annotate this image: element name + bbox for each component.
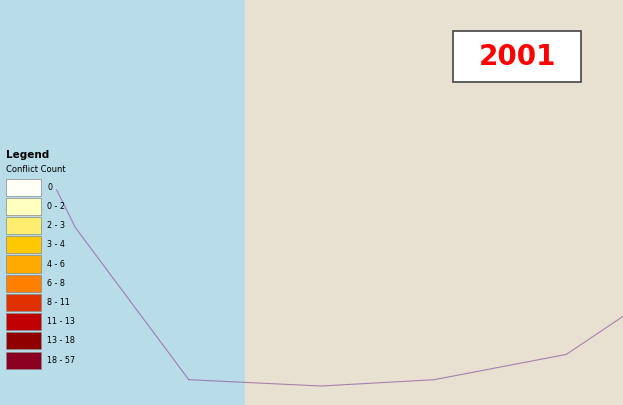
Text: 2001: 2001	[478, 43, 556, 71]
FancyBboxPatch shape	[453, 31, 581, 82]
Bar	[0, 0, 245, 405]
